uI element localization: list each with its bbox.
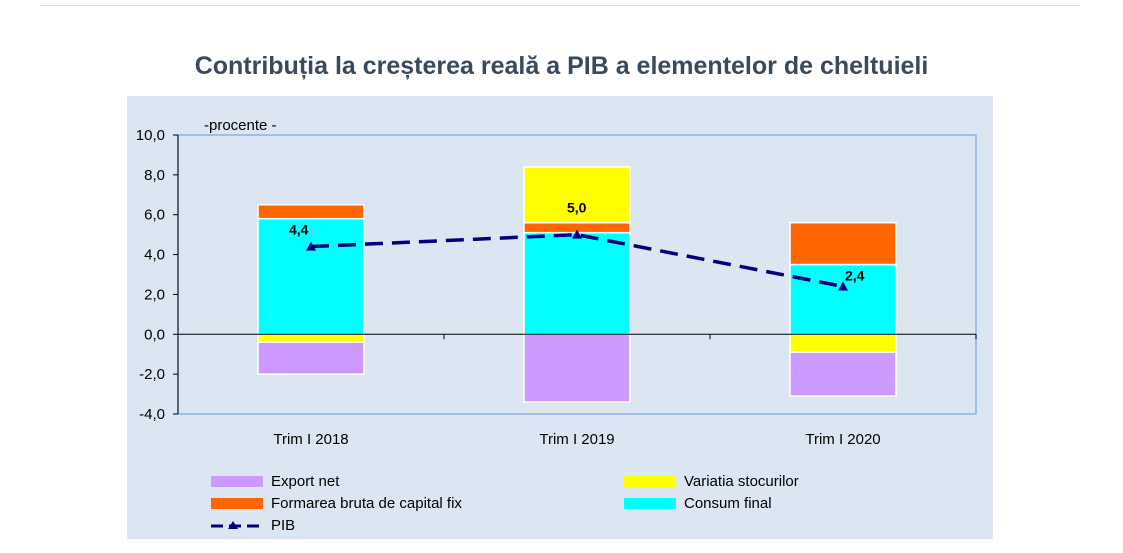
legend-swatch-variatia-stocurilor: [624, 476, 676, 487]
bar-export-net: [257, 341, 365, 375]
unit-label: -procente -: [204, 117, 277, 134]
legend-label-formarea-bruta: Formarea bruta de capital fix: [271, 495, 462, 512]
y-tick-label: -2,0: [139, 366, 165, 383]
legend-swatch-formarea-bruta: [211, 498, 263, 509]
pib-line: [310, 232, 844, 289]
legend-item-consum-final: Consum final: [624, 495, 772, 512]
legend-item-pib: PIB: [211, 517, 295, 534]
y-tick-label: 4,0: [144, 247, 165, 264]
legend-swatch-consum-final: [624, 498, 676, 509]
y-tick-label: 0,0: [144, 326, 165, 343]
pib-data-label: 4,4: [289, 222, 309, 238]
y-tick-label: 6,0: [144, 207, 165, 224]
legend-item-export-net: Export net: [211, 473, 339, 490]
y-tick-label: 2,0: [144, 286, 165, 303]
legend-item-variatia-stocurilor: Variatia stocurilor: [624, 473, 799, 490]
chart-svg: -procente - 10,0 8,0 6,0 4,0 2,0 0,0 -2,0 -4,0 Tr…: [136, 117, 977, 448]
legend-label-export-net: Export net: [271, 473, 340, 490]
y-tick-label: 8,0: [144, 167, 165, 184]
x-tick-label: Trim I 2019: [539, 431, 614, 448]
bar-variatia-stocurilor: [523, 166, 631, 224]
legend-item-formarea-bruta: Formarea bruta de capital fix: [211, 495, 462, 512]
legend-label-pib: PIB: [271, 517, 296, 534]
chart-title: Contribuția la creșterea reală a PIB a e…: [194, 52, 929, 80]
bar-variatia-stocurilor: [257, 333, 365, 344]
chart-panel: -procente - 10,0 8,0 6,0 4,0 2,0 0,0 -2,0 -4,0 Tr…: [127, 96, 993, 539]
pib-data-label: 5,0: [567, 200, 587, 216]
x-tick-label: Trim I 2020: [805, 431, 880, 448]
legend-label-consum-final: Consum final: [684, 495, 772, 512]
bar-formarea-bruta-de-capital-fix: [257, 204, 365, 220]
bar-consum-final: [257, 217, 365, 336]
legend-swatch-export-net: [211, 476, 263, 487]
bar-consum-final: [789, 263, 897, 336]
bar-formarea-bruta-de-capital-fix: [789, 221, 897, 266]
legend-swatch-pib: [211, 520, 263, 529]
bar-consum-final: [523, 231, 631, 336]
legend-label-variatia-stocurilor: Variatia stocurilor: [684, 473, 799, 490]
pib-point: [838, 281, 848, 291]
pib-point: [572, 229, 582, 239]
y-tick-label: -4,0: [139, 406, 165, 423]
y-tick-label: 10,0: [136, 127, 165, 144]
x-tick-label: Trim I 2018: [273, 431, 348, 448]
top-divider: [40, 5, 1080, 6]
bar-variatia-stocurilor: [789, 333, 897, 353]
bar-export-net: [523, 333, 631, 403]
pib-point: [306, 241, 316, 251]
pib-data-label: 2,4: [845, 267, 865, 283]
bar-export-net: [789, 351, 897, 397]
